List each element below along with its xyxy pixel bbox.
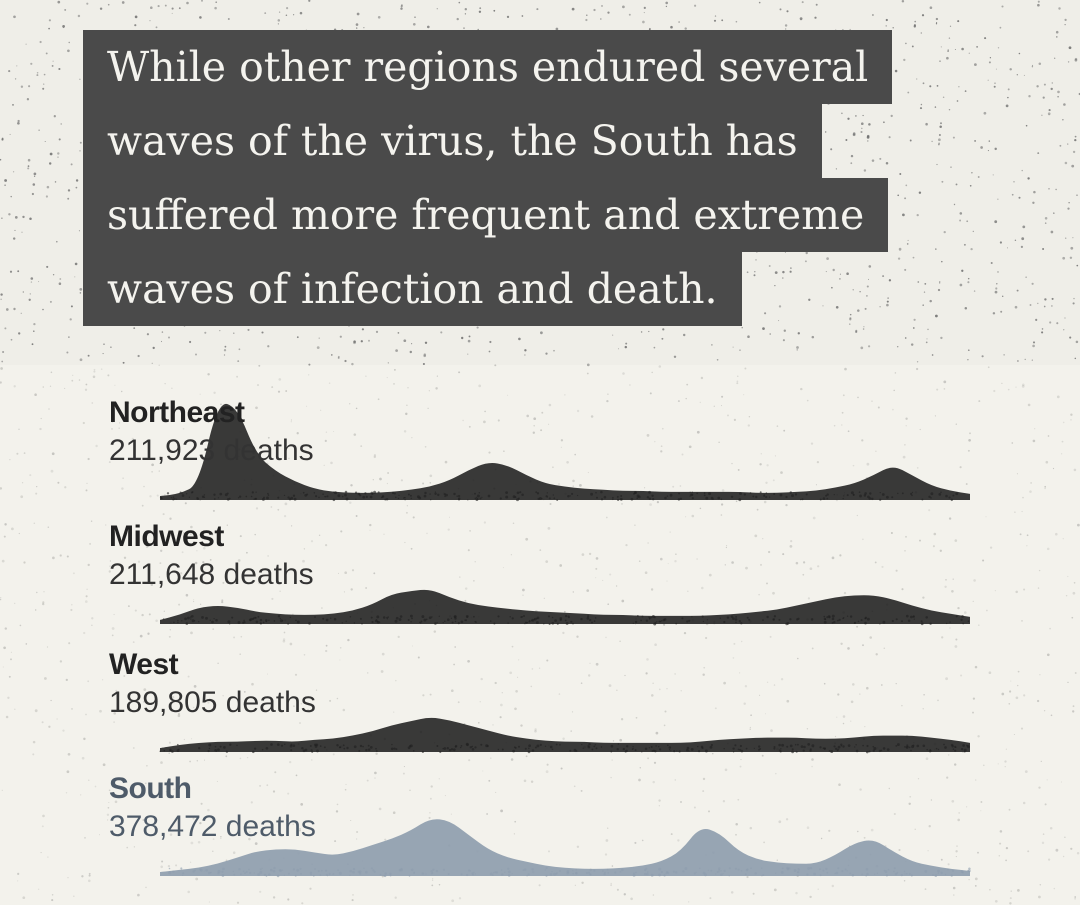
region-south: South 378,472 deaths (0, 772, 1080, 898)
midwest-area-chart (160, 589, 970, 626)
region-name: Midwest (109, 520, 224, 553)
headline-line: suffered more frequent and extreme (83, 178, 889, 252)
death-count: 211,923 deaths (109, 434, 314, 467)
region-midwest: Midwest 211,648 deaths (0, 520, 1080, 646)
region-name: South (109, 772, 192, 805)
northeast-area (160, 403, 970, 500)
death-count: 378,472 deaths (109, 810, 316, 843)
region-northeast: Northeast 211,923 deaths (0, 396, 1080, 522)
headline-line: waves of infection and death. (83, 252, 742, 326)
area-grain (162, 614, 970, 626)
death-count: 211,648 deaths (109, 558, 314, 591)
headline-line: waves of the virus, the South has (83, 104, 822, 178)
headline-line: While other regions endured several (83, 30, 893, 104)
west-area (160, 717, 970, 752)
area-grain (168, 866, 971, 878)
headline: While other regions endured several wave… (83, 30, 943, 326)
area-grain (159, 742, 970, 754)
northeast-area-chart (159, 403, 970, 502)
area-grain (159, 490, 959, 502)
region-west: West 189,805 deaths (0, 648, 1080, 774)
west-area-chart (159, 717, 970, 754)
region-name: Northeast (109, 396, 245, 429)
south-area (160, 819, 970, 876)
midwest-area (160, 589, 970, 624)
south-area-chart (160, 819, 971, 878)
region-name: West (109, 648, 179, 681)
death-count: 189,805 deaths (109, 686, 316, 719)
